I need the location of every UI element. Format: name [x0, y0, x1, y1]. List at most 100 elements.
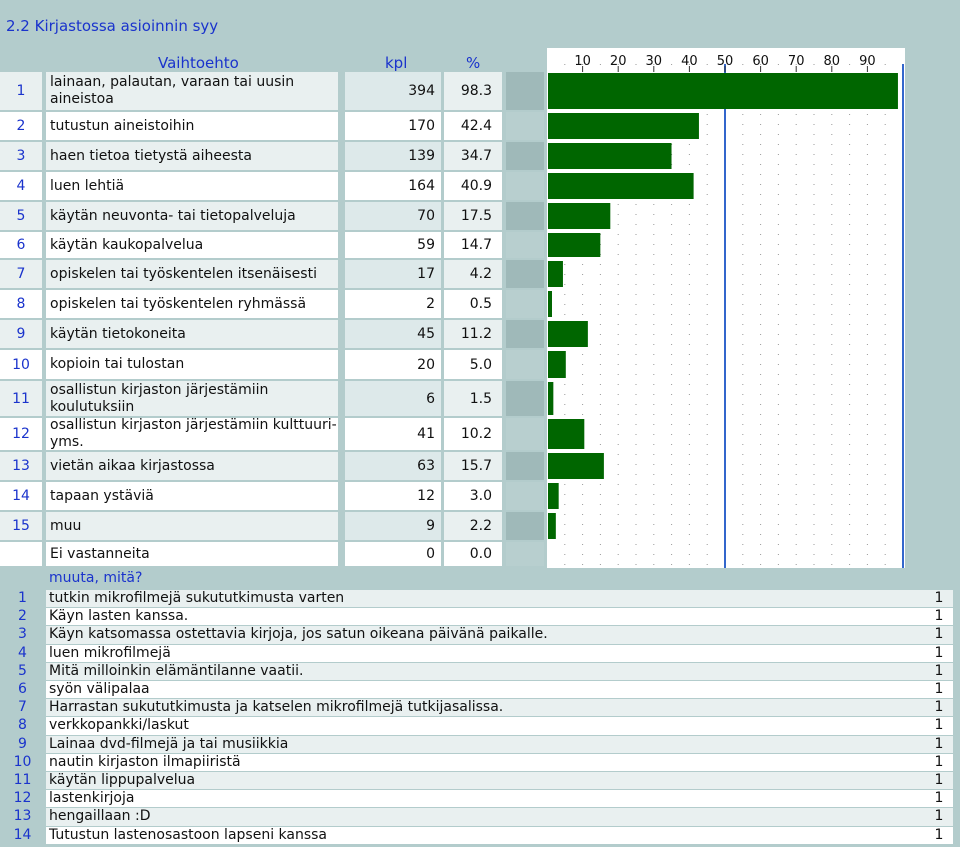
other-answer-text: Harrastan sukututkimusta ja katselen mik…	[49, 699, 504, 716]
data-bar	[548, 143, 672, 169]
other-answer-text: luen mikrofilmejä	[49, 644, 171, 661]
other-answer-count: 1	[934, 717, 944, 734]
other-answer-bg	[46, 772, 953, 790]
row-label: käytän kaukopalvelua	[46, 232, 338, 258]
other-answer-count: 1	[934, 790, 944, 807]
row-pct: 42.4	[444, 112, 502, 140]
data-bar	[548, 351, 566, 378]
row-label: muu	[46, 512, 338, 540]
other-answer-bg	[46, 753, 953, 771]
title-bar: 2.2 Kirjastossa asioinnin syy	[0, 0, 960, 48]
other-answer-text: verkkopankki/laskut	[49, 717, 189, 734]
other-answer-count: 1	[934, 753, 944, 770]
other-answer-bg	[46, 662, 953, 680]
row-label: osallistun kirjaston järjestämiin kulttu…	[46, 417, 338, 450]
data-bar	[548, 261, 563, 287]
data-bar	[548, 321, 588, 347]
row-marker	[506, 112, 544, 140]
other-answer-number: 3	[18, 626, 27, 643]
row-number: 15	[0, 512, 42, 540]
other-answer-count: 1	[934, 699, 944, 716]
row-number: 7	[0, 260, 42, 288]
data-bar	[548, 513, 556, 539]
other-answer-count: 1	[934, 626, 944, 643]
row-number: 13	[0, 452, 42, 480]
row-number: 8	[0, 290, 42, 318]
other-answer-bg	[46, 808, 953, 826]
row-kpl: 12	[345, 482, 441, 510]
data-bar	[548, 203, 611, 229]
row-pct: 10.2	[444, 418, 502, 450]
row-label: kopioin tai tulostan	[46, 350, 338, 379]
other-answer-number: 13	[13, 808, 32, 825]
row-label: Ei vastanneita	[46, 542, 338, 566]
other-answer-text: Käyn lasten kanssa.	[49, 608, 189, 625]
row-number: 2	[0, 112, 42, 140]
row-number: 6	[0, 232, 42, 258]
row-marker	[506, 260, 544, 288]
header-option: Vaihtoehto	[158, 54, 239, 72]
other-answer-bg	[46, 626, 953, 644]
row-label: opiskelen tai työskentelen ryhmässä	[46, 290, 338, 318]
row-label: luen lehtiä	[46, 172, 338, 200]
row-kpl: 41	[345, 418, 441, 450]
row-kpl: 139	[345, 142, 441, 170]
row-label: lainaan, palautan, varaan tai uusin aine…	[46, 72, 338, 110]
axis-tick-label: 50	[717, 54, 734, 69]
other-answer-text: Lainaa dvd-filmejä ja tai musiikkia	[49, 735, 289, 752]
other-answer-number: 12	[13, 790, 32, 807]
row-kpl: 170	[345, 112, 441, 140]
other-answer-text: Tutustun lastenosastoon lapseni kanssa	[49, 826, 328, 843]
row-marker	[506, 482, 544, 510]
other-answer-number: 6	[18, 681, 27, 697]
data-bar	[548, 382, 554, 415]
other-answer-count: 1	[934, 662, 944, 679]
row-marker	[506, 232, 544, 258]
row-pct: 34.7	[444, 142, 502, 170]
row-kpl: 70	[345, 202, 441, 230]
row-number: 11	[0, 381, 42, 416]
axis-tick-label: 20	[610, 54, 627, 69]
other-answer-number: 14	[13, 826, 32, 843]
row-label: tapaan ystäviä	[46, 482, 338, 510]
data-bar	[548, 173, 694, 199]
row-marker	[506, 72, 544, 110]
other-answer-bg	[46, 790, 953, 808]
row-pct: 14.7	[444, 232, 502, 258]
row-marker	[506, 418, 544, 450]
row-pct: 3.0	[444, 482, 502, 510]
row-number: 12	[0, 418, 42, 450]
row-marker	[506, 350, 544, 379]
other-answer-text: tutkin mikrofilmejä sukututkimusta varte…	[49, 590, 345, 606]
other-answer-bg	[46, 826, 953, 844]
row-kpl: 17	[345, 260, 441, 288]
row-pct: 40.9	[444, 172, 502, 200]
row-kpl: 164	[345, 172, 441, 200]
axis-tick-label: 10	[574, 54, 591, 69]
axis-tick-label: 80	[824, 54, 841, 69]
data-bar	[548, 483, 559, 509]
other-answer-text: Mitä milloinkin elämäntilanne vaatii.	[49, 662, 304, 679]
other-answer-count: 1	[934, 735, 944, 752]
row-label: käytän neuvonta- tai tietopalveluja	[46, 202, 338, 230]
other-answer-text: hengaillaan :D	[49, 808, 151, 825]
other-answer-bg	[46, 644, 953, 662]
row-number: 14	[0, 482, 42, 510]
row-pct: 17.5	[444, 202, 502, 230]
row-marker	[506, 202, 544, 230]
axis-tick-label: 90	[859, 54, 876, 69]
other-answer-count: 1	[934, 772, 944, 788]
data-bar	[548, 73, 898, 109]
other-answer-number: 5	[18, 662, 27, 679]
other-answer-bg	[46, 735, 953, 753]
row-number	[0, 542, 42, 566]
data-bar	[548, 233, 601, 257]
other-answer-number: 9	[18, 735, 27, 752]
row-number: 10	[0, 350, 42, 379]
row-marker	[506, 452, 544, 480]
row-pct: 11.2	[444, 320, 502, 348]
row-number: 1	[0, 72, 42, 110]
axis-tick-label: 30	[646, 54, 663, 69]
row-marker	[506, 142, 544, 170]
other-answer-count: 1	[934, 644, 944, 661]
